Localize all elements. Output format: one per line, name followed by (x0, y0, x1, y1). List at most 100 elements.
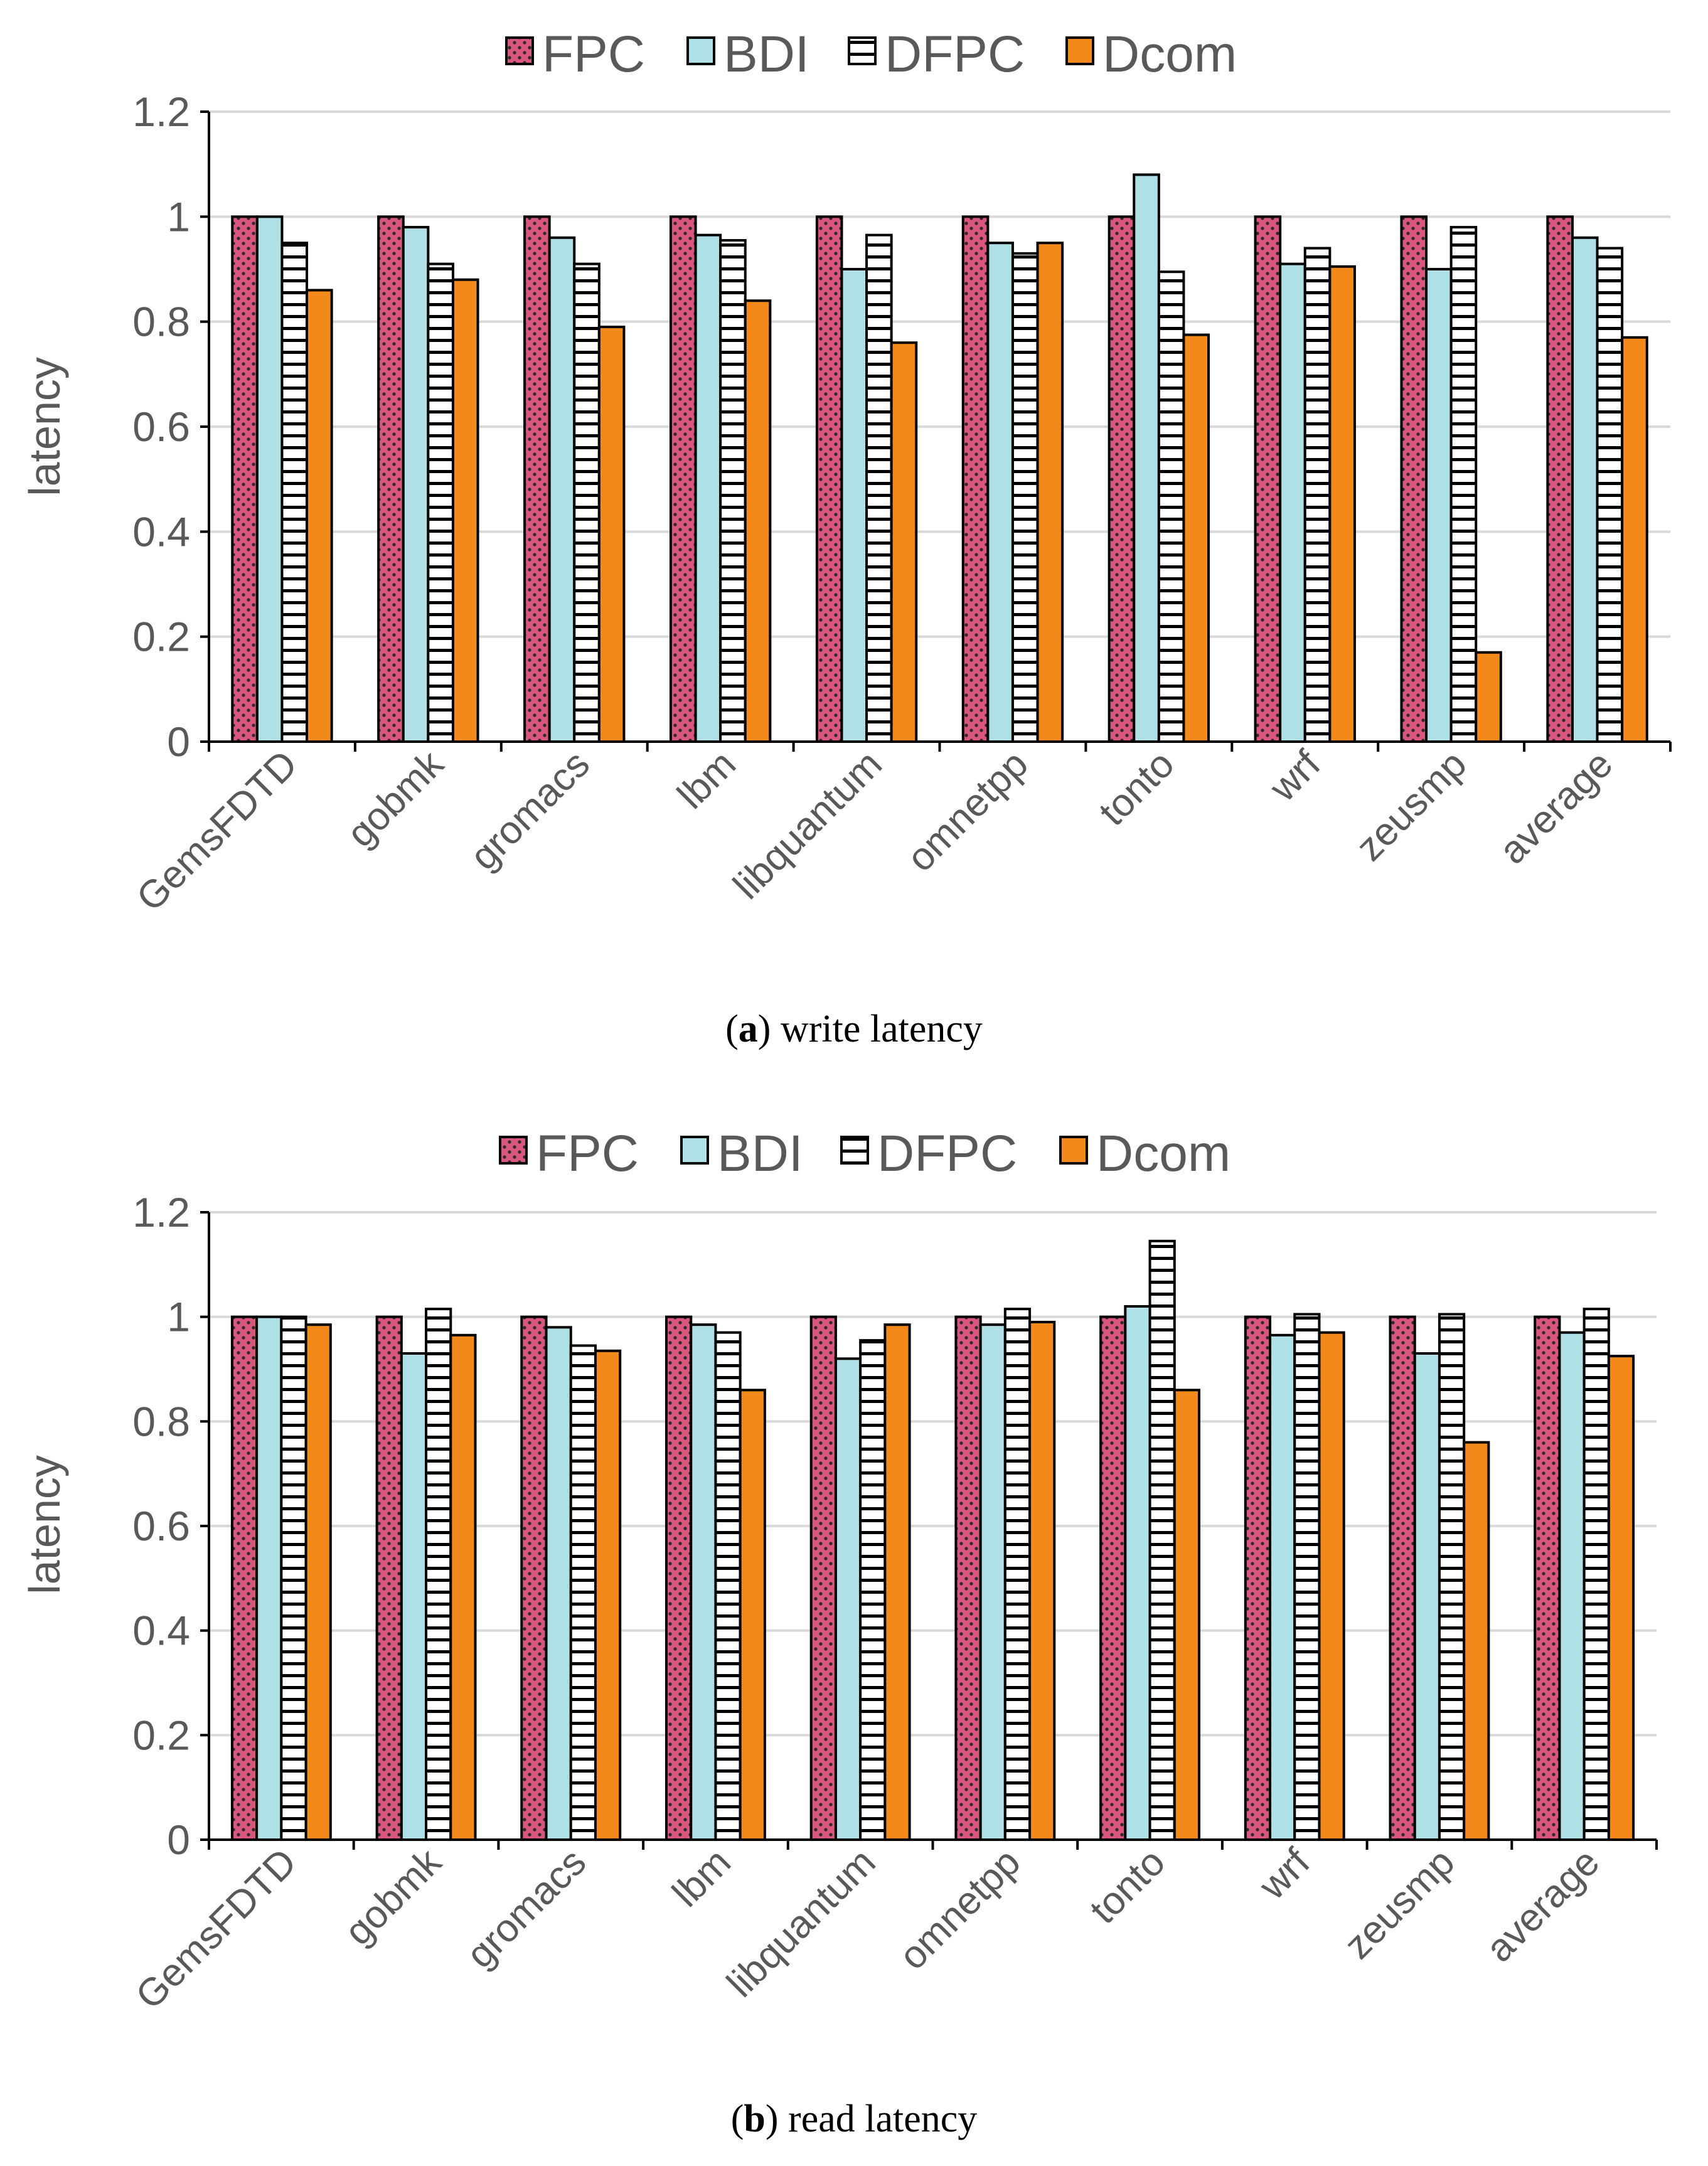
legend-label-fpc: FPC (542, 26, 645, 83)
caption-label: b (744, 2098, 765, 2140)
legend-label-bdi: BDI (723, 26, 809, 83)
bar-fpc-gobmk (375, 1315, 403, 1842)
legend-swatch-dfpc (840, 1136, 869, 1165)
y-tick-label: 0.2 (132, 614, 190, 660)
y-tick-label: 0.8 (132, 299, 190, 345)
x-tick-label-lbm: lbm (665, 1840, 739, 1915)
bar-dfpc-zeusmp (1449, 226, 1478, 744)
x-tick-label-zeusmp: zeusmp (1336, 1840, 1463, 1967)
y-tick-label: 1.2 (132, 88, 190, 135)
bar-dfpc-average (1583, 1308, 1610, 1842)
bar-fpc-zeusmp (1389, 1315, 1416, 1842)
legend-swatch-bdi (680, 1136, 709, 1165)
bar-bdi-gemsfdtd (255, 215, 284, 744)
x-tick-label-gobmk: gobmk (339, 742, 452, 855)
bar-dcom-gobmk (451, 278, 479, 743)
bar-fpc-zeusmp (1400, 215, 1428, 744)
bar-dcom-gemsfdtd (304, 1323, 332, 1842)
bar-bdi-gobmk (402, 226, 430, 744)
caption-label: a (739, 1008, 758, 1050)
caption-text: write latency (781, 1008, 983, 1050)
x-tick-label-omnetpp: omnetpp (899, 742, 1036, 880)
x-tick-label-gemsfdtd: GemsFDTD (127, 1840, 305, 2018)
bar-fpc-gemsfdtd (231, 215, 259, 744)
x-tick-label-gromacs: gromacs (458, 1840, 594, 1977)
bar-fpc-gobmk (377, 215, 405, 744)
legend-item-bdi: BDI (680, 1125, 803, 1182)
bar-dfpc-gromacs (573, 262, 600, 743)
bar-dcom-gromacs (594, 1349, 622, 1841)
y-tick-label: 0.4 (132, 508, 190, 555)
bar-bdi-gromacs (548, 236, 576, 743)
bar-bdi-libquantum (840, 268, 868, 743)
bar-fpc-tonto (1099, 1315, 1127, 1842)
bar-dfpc-gemsfdtd (280, 1315, 307, 1842)
chart-read-latency: FPC BDI DFPC Dcom latency 0 0.2 0.4 0.6 0.8 1… (20, 1125, 1658, 2140)
legend-swatch-fpc (505, 36, 534, 65)
legend: FPC BDI DFPC Dcom (499, 1125, 1230, 1182)
bar-bdi-zeusmp (1413, 1352, 1441, 1841)
bar-dfpc-tonto (1148, 1239, 1176, 1842)
legend-label-fpc: FPC (536, 1125, 639, 1182)
legend-label-dfpc: DFPC (885, 26, 1025, 83)
bar-bdi-omnetpp (979, 1323, 1006, 1842)
bar-fpc-omnetpp (961, 215, 990, 744)
bar-bdi-lbm (694, 233, 722, 744)
bar-dcom-average (1607, 1355, 1635, 1842)
bar-fpc-wrf (1244, 1315, 1272, 1842)
bar-dfpc-average (1596, 247, 1624, 743)
legend-item-fpc: FPC (505, 26, 645, 83)
bar-bdi-wrf (1279, 262, 1306, 743)
bar-bdi-tonto (1124, 1305, 1151, 1841)
bar-dcom-zeusmp (1475, 651, 1502, 744)
x-tick-label-libquantum: libquantum (725, 742, 890, 907)
legend-item-bdi: BDI (686, 26, 809, 83)
bar-dcom-omnetpp (1036, 242, 1064, 743)
bar-bdi-wrf (1269, 1333, 1296, 1841)
legend-item-dfpc: DFPC (840, 1125, 1017, 1182)
bar-dcom-average (1621, 336, 1648, 743)
bar-dfpc-gemsfdtd (280, 242, 309, 743)
plot-area: 0 0.2 0.4 0.6 0.8 1 1.2 GemsFDTD gobmk gromacs lbm… (129, 88, 1672, 920)
bar-bdi-omnetpp (986, 242, 1014, 743)
bar-bdi-tonto (1133, 173, 1160, 743)
y-tick-label: 0 (167, 1817, 190, 1863)
x-tick-label-zeusmp: zeusmp (1348, 742, 1475, 869)
legend-item-dfpc: DFPC (848, 26, 1025, 83)
bar-fpc-tonto (1108, 215, 1136, 744)
bar-dfpc-omnetpp (1011, 252, 1039, 743)
bar-dcom-tonto (1182, 333, 1210, 743)
legend-label-dfpc: DFPC (877, 1125, 1017, 1182)
bar-dfpc-gobmk (425, 1308, 452, 1842)
bar-bdi-gromacs (545, 1326, 572, 1841)
chart-write-latency: FPC BDI DFPC Dcom latency 0 0.2 0.4 0.6 0.8 1… (20, 26, 1672, 1050)
bar-dfpc-libquantum (859, 1339, 887, 1842)
bar-dcom-gromacs (597, 326, 626, 743)
bar-dfpc-tonto (1157, 270, 1185, 743)
x-tick-label-tonto: tonto (1082, 1840, 1173, 1932)
legend-label-dcom: Dcom (1096, 1125, 1230, 1182)
bar-fpc-lbm (665, 1315, 693, 1842)
bar-fpc-average (1534, 1315, 1561, 1842)
bar-bdi-average (1571, 236, 1599, 743)
plot-area: 0 0.2 0.4 0.6 0.8 1 1.2 GemsFDTD gobmk gromacs lbm… (127, 1189, 1658, 2018)
bar-dcom-wrf (1328, 265, 1356, 744)
x-tick-label-gromacs: gromacs (462, 742, 598, 878)
bar-dfpc-gromacs (569, 1344, 597, 1841)
y-tick-label: 1.2 (132, 1189, 190, 1235)
bar-dcom-lbm (739, 1389, 766, 1841)
bar-dcom-tonto (1173, 1389, 1200, 1841)
bar-dfpc-libquantum (865, 233, 893, 744)
bar-fpc-omnetpp (954, 1315, 982, 1842)
bar-dcom-gemsfdtd (306, 289, 333, 743)
y-tick-label: 0.8 (132, 1398, 190, 1444)
y-tick-label: 0 (167, 718, 190, 765)
legend-item-fpc: FPC (499, 1125, 639, 1182)
bar-fpc-libquantum (815, 215, 843, 744)
bar-dcom-lbm (744, 299, 772, 743)
bar-fpc-gromacs (520, 1315, 548, 1842)
bar-bdi-gobmk (400, 1352, 428, 1841)
legend-swatch-fpc (499, 1136, 528, 1165)
x-tick-label-wrf: wrf (1261, 742, 1329, 810)
